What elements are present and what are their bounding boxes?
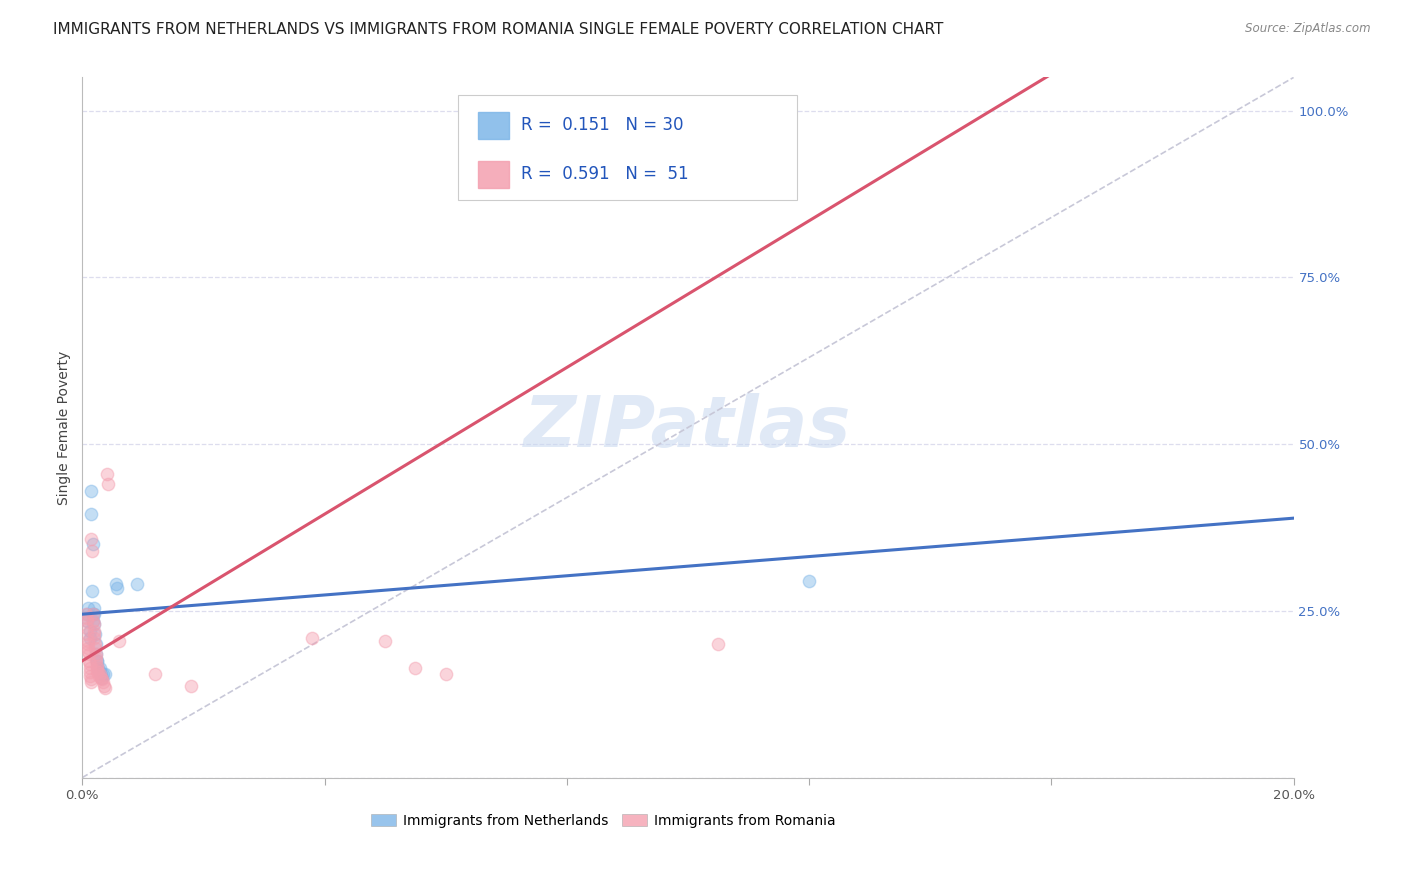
Point	[84, 647, 107, 661]
Point	[374, 633, 396, 648]
Point	[86, 658, 108, 673]
FancyBboxPatch shape	[478, 112, 509, 138]
Point	[96, 467, 118, 482]
Point	[82, 607, 104, 622]
Text: IMMIGRANTS FROM NETHERLANDS VS IMMIGRANTS FROM ROMANIA SINGLE FEMALE POVERTY COR: IMMIGRANTS FROM NETHERLANDS VS IMMIGRANT…	[53, 22, 943, 37]
Point	[76, 620, 98, 634]
Point	[94, 681, 117, 695]
Point	[77, 654, 100, 668]
Point	[82, 537, 104, 551]
Point	[84, 640, 107, 655]
Y-axis label: Single Female Poverty: Single Female Poverty	[58, 351, 72, 505]
Point	[80, 544, 103, 558]
Point	[80, 672, 103, 686]
Point	[80, 675, 103, 690]
Point	[79, 631, 101, 645]
Point	[76, 614, 98, 628]
Point	[91, 671, 114, 685]
Point	[89, 664, 111, 678]
Point	[84, 637, 107, 651]
Point	[107, 633, 129, 648]
Point	[83, 600, 105, 615]
Point	[90, 671, 112, 685]
Point	[91, 672, 114, 686]
Point	[83, 617, 105, 632]
Point	[83, 617, 105, 632]
Point	[84, 654, 107, 668]
Point	[104, 577, 127, 591]
Text: Source: ZipAtlas.com: Source: ZipAtlas.com	[1246, 22, 1371, 36]
Point	[79, 657, 101, 672]
FancyBboxPatch shape	[478, 161, 509, 187]
Point	[76, 614, 98, 628]
Point	[84, 647, 107, 661]
Point	[82, 614, 104, 628]
Point	[86, 664, 108, 678]
Point	[76, 637, 98, 651]
Point	[143, 667, 166, 681]
Point	[86, 660, 108, 674]
Point	[80, 532, 103, 546]
Point	[80, 583, 103, 598]
Point	[83, 631, 105, 645]
Point	[79, 669, 101, 683]
Point	[89, 667, 111, 681]
Point	[97, 477, 120, 491]
Point	[84, 650, 107, 665]
Point	[555, 103, 578, 118]
Point	[93, 679, 115, 693]
Point	[77, 640, 100, 655]
Point	[84, 627, 107, 641]
Point	[79, 660, 101, 674]
Point	[93, 675, 115, 690]
Point	[82, 607, 104, 622]
Point	[797, 574, 820, 588]
Point	[79, 624, 101, 638]
Point	[87, 665, 110, 680]
Point	[83, 624, 105, 638]
FancyBboxPatch shape	[458, 95, 797, 200]
Point	[80, 483, 103, 498]
Text: ZIPatlas: ZIPatlas	[524, 393, 852, 462]
Point	[83, 627, 105, 641]
Point	[301, 631, 323, 645]
Point	[94, 667, 117, 681]
Point	[76, 607, 98, 622]
Point	[82, 614, 104, 628]
Point	[87, 668, 110, 682]
Point	[93, 667, 115, 681]
Point	[76, 633, 98, 648]
Point	[404, 660, 426, 674]
Point	[84, 637, 107, 651]
Point	[86, 654, 108, 668]
Point	[434, 667, 457, 681]
Point	[707, 637, 730, 651]
Text: R =  0.151   N = 30: R = 0.151 N = 30	[520, 116, 683, 135]
Legend: Immigrants from Netherlands, Immigrants from Romania: Immigrants from Netherlands, Immigrants …	[366, 808, 841, 834]
Point	[125, 577, 148, 591]
Point	[90, 667, 112, 681]
Point	[83, 607, 105, 622]
Point	[105, 581, 128, 595]
Point	[75, 607, 97, 622]
Point	[77, 600, 100, 615]
Point	[180, 679, 202, 693]
Point	[77, 647, 100, 661]
Point	[77, 644, 100, 658]
Point	[76, 610, 98, 624]
Point	[80, 507, 103, 521]
Point	[76, 627, 98, 641]
Text: R =  0.591   N =  51: R = 0.591 N = 51	[520, 165, 689, 184]
Point	[86, 654, 108, 668]
Point	[89, 660, 111, 674]
Point	[87, 660, 110, 674]
Point	[79, 665, 101, 680]
